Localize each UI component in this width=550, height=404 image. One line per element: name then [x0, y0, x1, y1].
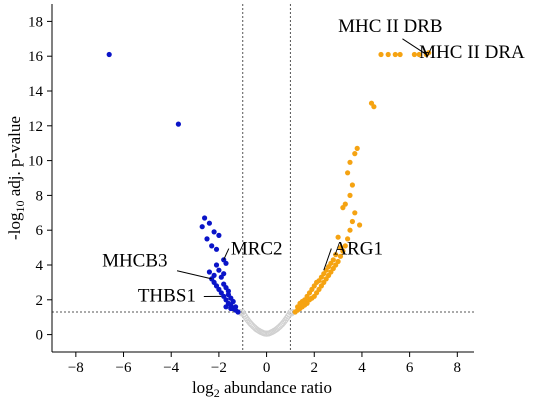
y-tick-label: 4	[36, 258, 44, 274]
point-up-19	[337, 253, 344, 259]
point-down-37	[175, 121, 181, 127]
x-tick-label: 0	[263, 360, 271, 376]
point-up-46	[311, 283, 317, 289]
point-down-35	[228, 305, 234, 312]
point-up-34	[340, 205, 346, 211]
point-up-51	[306, 290, 313, 296]
point-up-27	[347, 192, 353, 198]
x-tick-label: 6	[406, 360, 414, 376]
point-down-24	[211, 229, 217, 235]
point-up-32	[354, 145, 360, 151]
point-up-56	[378, 51, 384, 58]
point-up-61	[416, 51, 422, 58]
point-down-16	[216, 267, 222, 273]
data-points	[106, 50, 432, 337]
point-down-23	[216, 232, 222, 238]
point-down-38	[106, 51, 112, 58]
y-tick-label: 16	[28, 49, 44, 65]
point-down-36	[223, 304, 229, 310]
point-up-25	[352, 210, 358, 216]
y-tick-label: 18	[28, 14, 43, 30]
point-up-30	[347, 159, 353, 165]
x-tick-label: −2	[211, 360, 227, 376]
point-down-27	[199, 224, 205, 230]
x-axis-label: log2 abundance ratio	[192, 378, 332, 400]
point-up-50	[297, 300, 303, 306]
x-tick-label: 2	[311, 360, 319, 376]
y-tick-label: 8	[36, 188, 44, 204]
annotation-label: MRC2	[231, 239, 283, 260]
point-up-23	[347, 227, 353, 233]
annotation-label: ARG1	[333, 239, 383, 260]
point-down-32	[223, 285, 229, 291]
point-down-18	[221, 271, 227, 277]
point-down-22	[209, 243, 215, 249]
annotation-label: MHC II DRA	[419, 42, 525, 63]
axes: −8 −6 −4 −2 0 2 4 6 8 0 2 4 6 8 10 12 14 16 18	[28, 4, 474, 376]
annotation-leader-2	[223, 248, 230, 260]
annotation-label: MHCB3	[102, 251, 167, 272]
point-up-60	[411, 51, 417, 58]
point-up-33	[357, 222, 363, 228]
y-tick-label: 14	[28, 84, 44, 100]
point-up-24	[349, 218, 355, 225]
point-up-55	[371, 104, 377, 110]
point-up-43	[337, 245, 344, 251]
threshold-lines	[52, 4, 474, 352]
x-tick-label: −8	[68, 360, 84, 376]
point-up-42	[333, 252, 339, 258]
point-down-29	[233, 304, 239, 310]
point-up-45	[302, 297, 308, 303]
y-tick-label: 2	[36, 293, 44, 309]
annotation-label: MHC II DRB	[338, 16, 443, 37]
y-tick-label: 0	[36, 328, 44, 344]
point-up-58	[392, 51, 398, 58]
point-down-34	[206, 269, 212, 275]
x-tick-label: −6	[116, 360, 132, 376]
point-up-18	[335, 258, 341, 265]
point-up-57	[385, 51, 391, 58]
y-tick-label: 10	[28, 154, 43, 170]
x-tick-label: 4	[358, 360, 366, 376]
point-up-48	[330, 257, 336, 263]
annotation-leader-4	[323, 248, 332, 271]
point-down-26	[202, 215, 208, 221]
y-axis-label: -log10 adj. p-value	[5, 116, 27, 240]
annotations: MHC II DRB MHC II DRA MRC2 MHCB3 ARG1 THBS1	[102, 16, 525, 307]
point-up-21	[342, 243, 348, 249]
point-down-33	[211, 272, 217, 278]
annotation-leader-1	[421, 51, 429, 54]
point-up-52	[316, 278, 322, 284]
x-tick-label: 8	[454, 360, 462, 376]
annotation-leader-3	[176, 270, 212, 280]
point-down-21	[213, 246, 220, 252]
annotation-label: THBS1	[138, 286, 196, 307]
point-up-28	[349, 182, 355, 188]
y-tick-label: 12	[28, 119, 43, 135]
point-up-29	[345, 170, 351, 176]
point-up-22	[345, 236, 351, 242]
point-up-31	[352, 151, 358, 157]
point-down-31	[225, 292, 231, 298]
point-up-53	[326, 264, 332, 270]
point-up-47	[321, 271, 327, 277]
point-down-30	[230, 298, 236, 305]
y-tick-label: 6	[36, 223, 44, 239]
point-down-20	[221, 257, 227, 263]
point-up-59	[397, 51, 403, 58]
point-up-49	[335, 234, 341, 240]
point-down-25	[206, 220, 212, 226]
x-tick-label: −4	[163, 360, 179, 376]
point-down-17	[213, 262, 220, 268]
point-down-28	[204, 236, 210, 242]
